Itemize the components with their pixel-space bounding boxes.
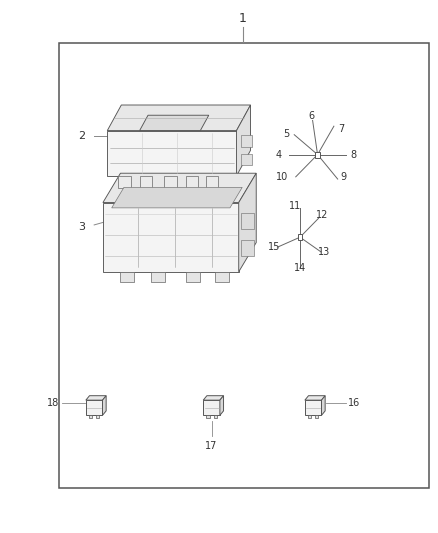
Polygon shape xyxy=(164,176,177,188)
Text: 15: 15 xyxy=(268,242,280,252)
Text: 12: 12 xyxy=(316,210,328,220)
Bar xyxy=(298,235,302,240)
Bar xyxy=(203,400,220,415)
Bar xyxy=(315,415,318,418)
Text: 2: 2 xyxy=(78,131,85,141)
Text: 6: 6 xyxy=(308,111,314,121)
Polygon shape xyxy=(102,395,106,415)
Text: 5: 5 xyxy=(283,130,289,139)
Polygon shape xyxy=(151,272,165,282)
Text: 14: 14 xyxy=(294,263,306,273)
Bar xyxy=(315,151,320,158)
Bar xyxy=(86,400,102,415)
Text: 17: 17 xyxy=(205,441,218,451)
Polygon shape xyxy=(186,176,198,188)
Polygon shape xyxy=(220,395,223,415)
Bar xyxy=(308,415,311,418)
Polygon shape xyxy=(140,115,209,131)
Polygon shape xyxy=(241,240,254,256)
Text: 4: 4 xyxy=(275,150,281,159)
Text: 10: 10 xyxy=(276,172,289,182)
Text: 1: 1 xyxy=(239,12,247,25)
Text: 16: 16 xyxy=(348,399,360,408)
Polygon shape xyxy=(112,188,242,208)
Bar xyxy=(206,415,209,418)
Bar xyxy=(96,415,99,418)
Text: 7: 7 xyxy=(339,124,345,134)
Polygon shape xyxy=(215,272,229,282)
Bar xyxy=(89,415,92,418)
Text: 11: 11 xyxy=(289,201,301,211)
Polygon shape xyxy=(86,395,106,400)
Polygon shape xyxy=(206,176,218,188)
Bar xyxy=(214,415,217,418)
Polygon shape xyxy=(140,176,152,188)
Polygon shape xyxy=(241,135,252,147)
Polygon shape xyxy=(103,203,239,272)
Text: 13: 13 xyxy=(318,247,331,257)
Bar xyxy=(305,400,321,415)
Text: 9: 9 xyxy=(341,172,347,182)
Polygon shape xyxy=(239,173,256,272)
Polygon shape xyxy=(107,131,237,176)
Polygon shape xyxy=(186,272,200,282)
Text: 8: 8 xyxy=(350,150,357,159)
Polygon shape xyxy=(118,176,131,188)
Polygon shape xyxy=(120,272,134,282)
Text: 3: 3 xyxy=(78,222,85,231)
Polygon shape xyxy=(103,173,256,203)
Bar xyxy=(59,43,429,488)
Polygon shape xyxy=(321,395,325,415)
Polygon shape xyxy=(203,395,223,400)
Polygon shape xyxy=(241,213,254,229)
Polygon shape xyxy=(241,154,252,165)
Text: 18: 18 xyxy=(47,399,60,408)
Polygon shape xyxy=(107,105,251,131)
Polygon shape xyxy=(237,105,251,176)
Polygon shape xyxy=(305,395,325,400)
